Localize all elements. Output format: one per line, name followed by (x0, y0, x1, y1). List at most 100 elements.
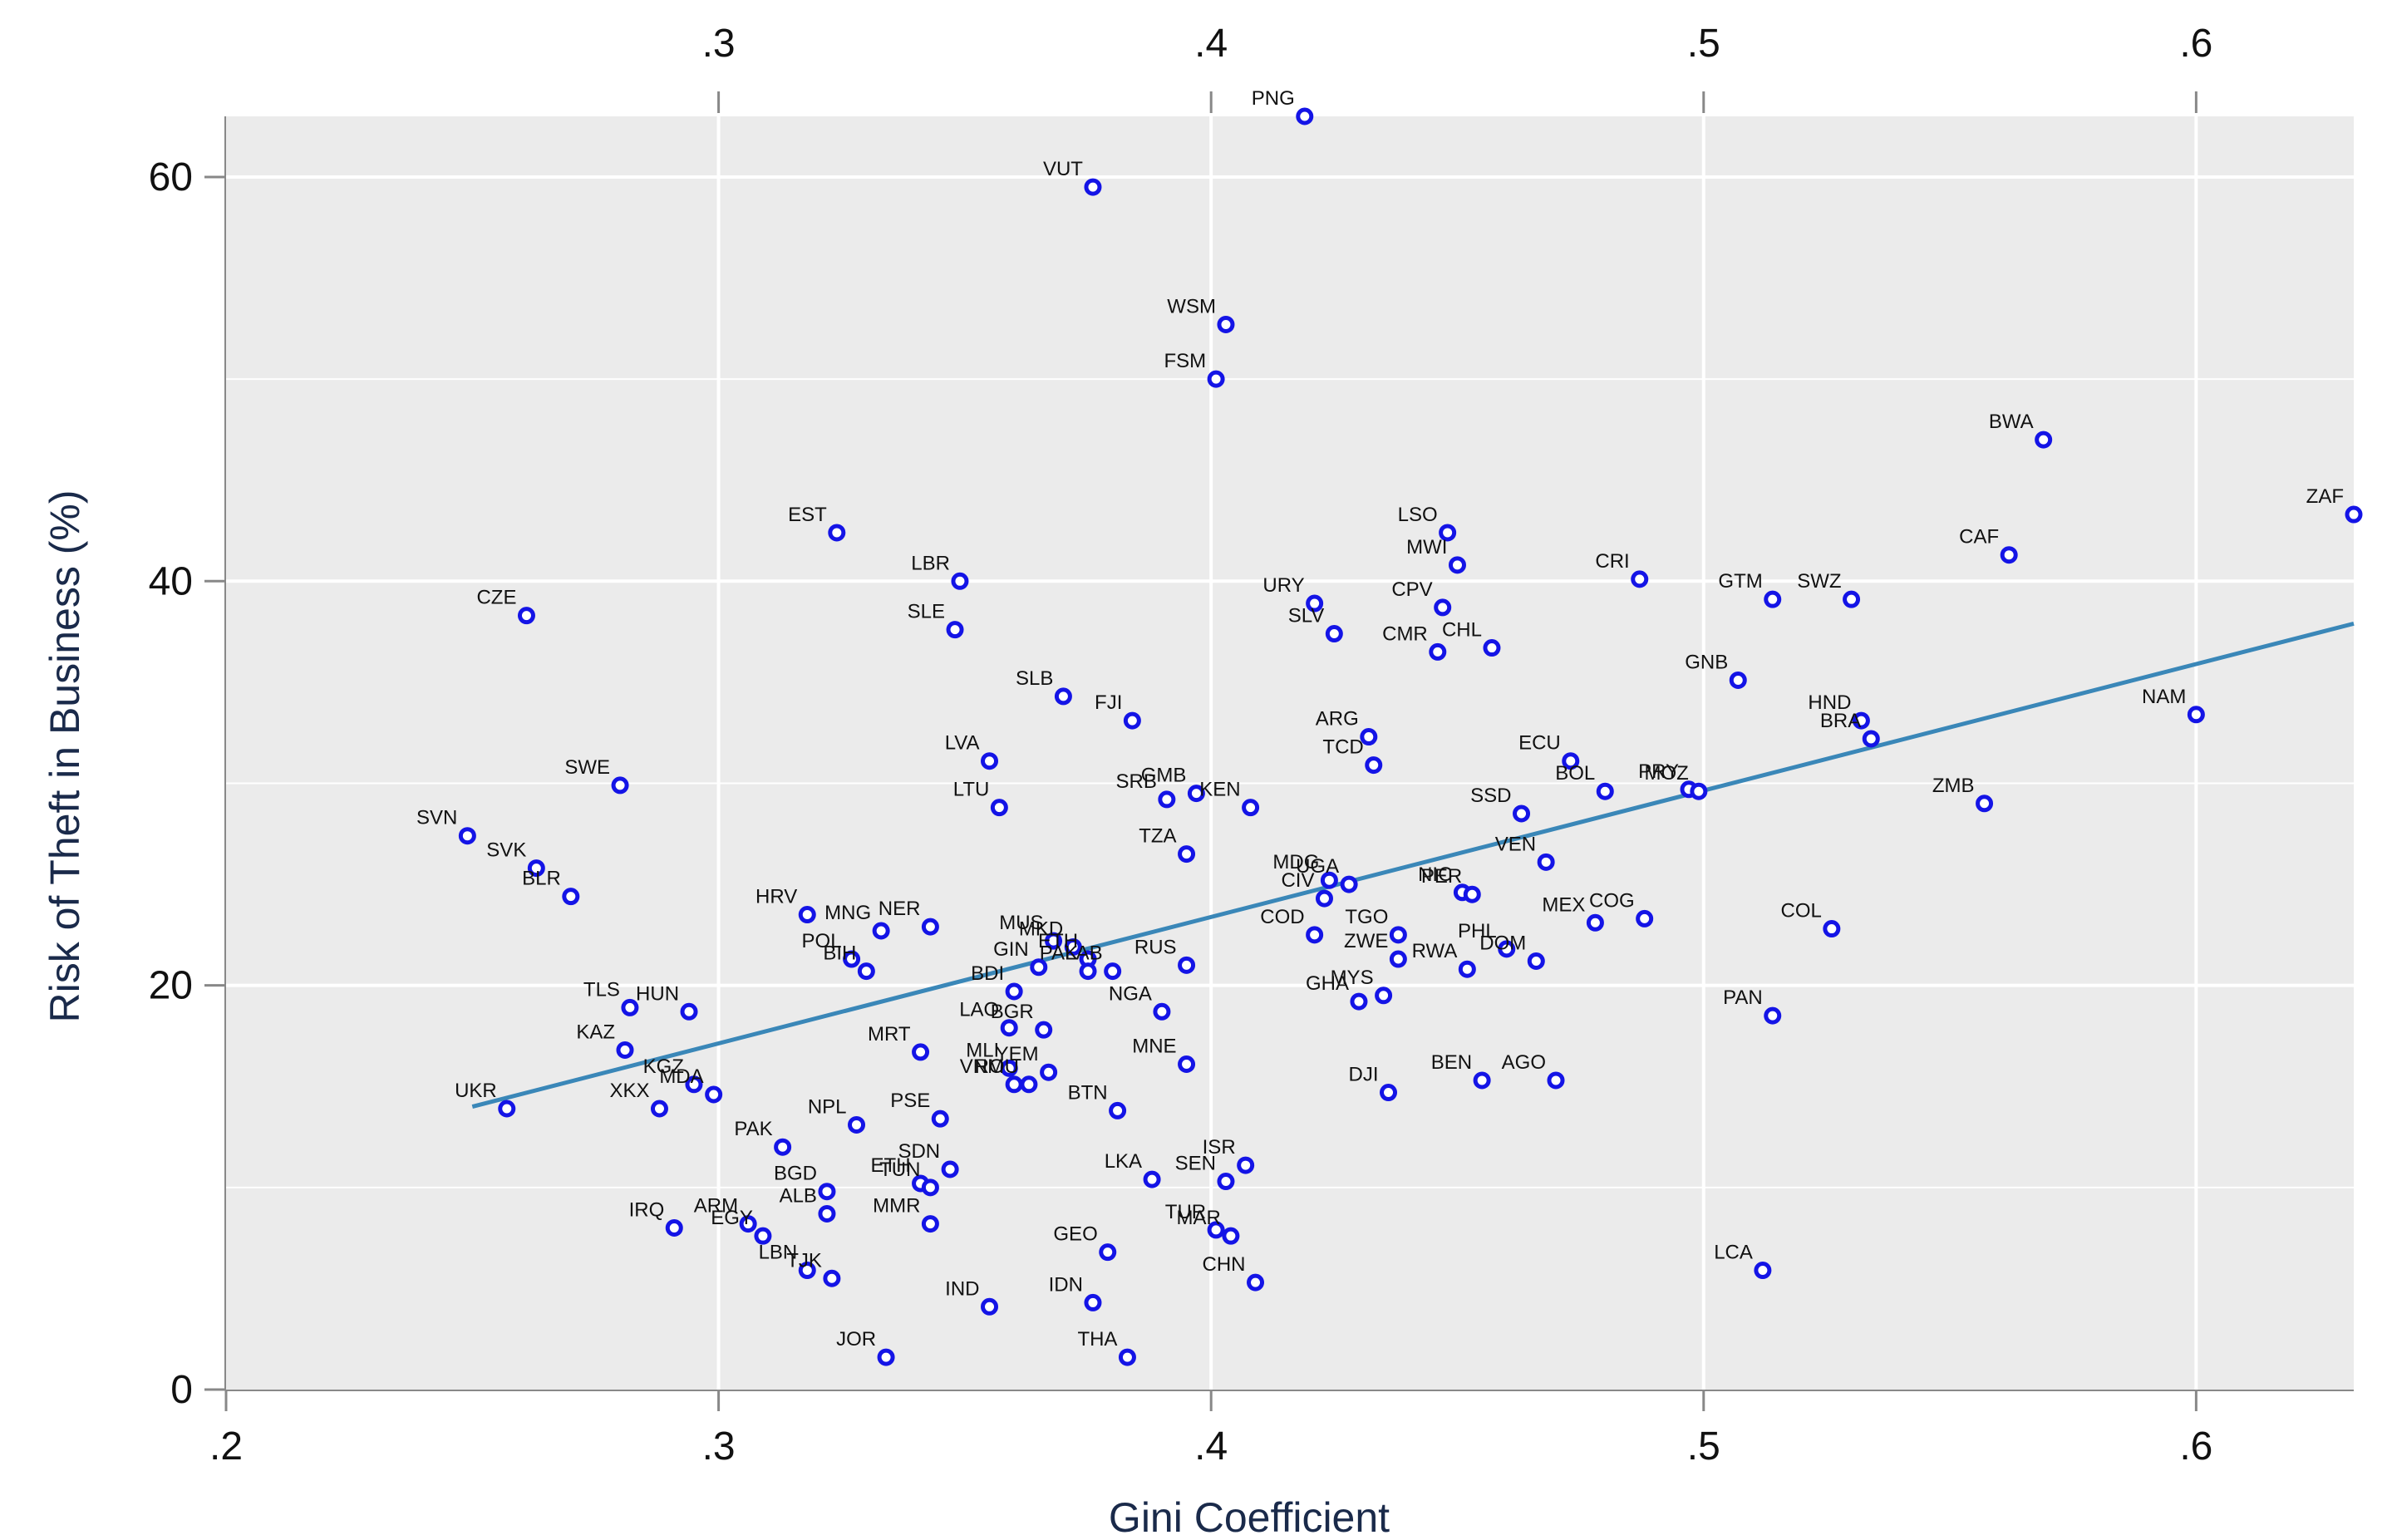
data-point (1242, 799, 1260, 817)
data-point (921, 1215, 939, 1233)
data-point (1527, 952, 1545, 970)
x-tick-label: .4 (1194, 1424, 1228, 1469)
data-point-label: SEN (1175, 1153, 1216, 1175)
data-point (990, 799, 1008, 817)
data-point (1104, 962, 1122, 981)
data-point-label: ARM (694, 1195, 738, 1218)
x-axis-title: Gini Coefficient (1109, 1494, 1390, 1536)
data-point-label: GNB (1685, 651, 1728, 673)
data-point (1207, 1221, 1225, 1239)
data-point (1389, 926, 1407, 944)
data-point-label: RUS (1134, 936, 1177, 958)
data-point-labels: PNG VUT WSM FSM BWA ZAF EST LSO CAF MWI CRI LBR GTM S… (416, 87, 2344, 1351)
data-point (1237, 1156, 1255, 1174)
data-point (1217, 315, 1235, 333)
data-point-label: SRB (1115, 770, 1156, 793)
y-tick-label: 40 (149, 559, 193, 603)
data-point (1375, 986, 1393, 1005)
data-point-label: SVK (486, 839, 526, 862)
data-point-label: UKR (455, 1080, 497, 1102)
data-point-label: TGO (1345, 906, 1388, 928)
data-point-label: WSM (1167, 295, 1216, 317)
data-point (1178, 845, 1196, 863)
data-point (1030, 958, 1048, 977)
x-tick-label: .5 (1687, 1424, 1720, 1469)
data-point (1035, 1021, 1053, 1039)
x-tick-label: .2 (209, 1424, 243, 1469)
data-point-label: ETH (871, 1154, 911, 1177)
data-point-label: HUN (636, 982, 679, 1005)
data-point-label: MWI (1406, 536, 1447, 558)
data-point (562, 888, 580, 906)
data-point-label: MUS (999, 912, 1043, 934)
data-point-label: MDA (659, 1065, 703, 1088)
x-tick-label: .3 (702, 1424, 736, 1469)
data-point-label: BDI (971, 962, 1004, 985)
data-point (848, 1115, 866, 1134)
data-point-label: TCD (1322, 736, 1363, 759)
data-point (1207, 370, 1225, 388)
data-point-label: LVA (945, 732, 980, 755)
data-point-label: SLV (1288, 605, 1325, 627)
data-point-label: MDG (1272, 851, 1319, 873)
data-point (857, 962, 875, 981)
data-point-label: CRI (1595, 550, 1629, 573)
data-point (1852, 711, 1870, 730)
data-point (680, 1002, 698, 1021)
data-point-label: ZAF (2306, 485, 2344, 508)
data-point-label: ALB (780, 1184, 817, 1207)
data-point-label: MOZ (1645, 762, 1689, 785)
data-point (1843, 590, 1861, 608)
data-point (1636, 909, 1654, 927)
data-point-label: GHA (1306, 972, 1349, 995)
data-point (946, 621, 964, 639)
data-point (1178, 956, 1196, 974)
data-point (1109, 1101, 1127, 1119)
data-point-label: MLI (966, 1039, 999, 1061)
data-point (2187, 706, 2205, 724)
fit-line (471, 621, 2355, 1109)
data-point-label: LBN (759, 1242, 798, 1264)
data-point (1754, 1262, 1772, 1280)
data-point-label: RWA (1412, 940, 1458, 962)
data-point-label: XKX (609, 1080, 649, 1102)
data-point (1296, 107, 1314, 125)
data-point-label: CPV (1391, 578, 1432, 601)
data-point-label: NAM (2142, 686, 2186, 708)
data-point-label: IRQ (629, 1198, 665, 1221)
data-point-label: CHN (1203, 1253, 1246, 1276)
y-tick-label: 0 (170, 1368, 193, 1412)
data-point-label: CIV (1281, 869, 1314, 892)
data-point (1537, 853, 1555, 871)
data-point-label: CHL (1442, 619, 1482, 642)
data-point (1217, 1173, 1235, 1191)
data-point (498, 1100, 516, 1118)
data-point-label: SDN (898, 1140, 940, 1163)
data-point (1513, 804, 1531, 823)
data-point (1040, 1063, 1058, 1081)
data-point-label: MMR (873, 1195, 920, 1218)
data-point (818, 1204, 836, 1223)
data-point (705, 1085, 723, 1104)
data-point-label: LAB (1065, 942, 1102, 965)
data-point-label: MEX (1542, 893, 1585, 916)
data-point (1005, 982, 1023, 1001)
data-point (912, 1043, 930, 1061)
data-point (843, 950, 861, 968)
data-point (1045, 932, 1063, 950)
data-point-label: POL (802, 930, 842, 952)
data-point (1306, 926, 1324, 944)
data-point-label: LCA (1714, 1242, 1753, 1264)
data-point-label: SLE (908, 601, 945, 623)
data-point-label: BGD (774, 1163, 817, 1185)
data-point (1178, 1055, 1196, 1073)
data-point-label: LBR (911, 552, 950, 574)
y-tick-label: 60 (149, 155, 193, 199)
data-point (1340, 875, 1358, 893)
data-point-label: BIH (823, 942, 856, 965)
data-point-label: THA (1077, 1328, 1117, 1351)
data-point-label: COG (1589, 889, 1635, 912)
data-point (1389, 950, 1407, 968)
data-point (1380, 1084, 1398, 1102)
data-point-label: HRV (755, 886, 797, 908)
